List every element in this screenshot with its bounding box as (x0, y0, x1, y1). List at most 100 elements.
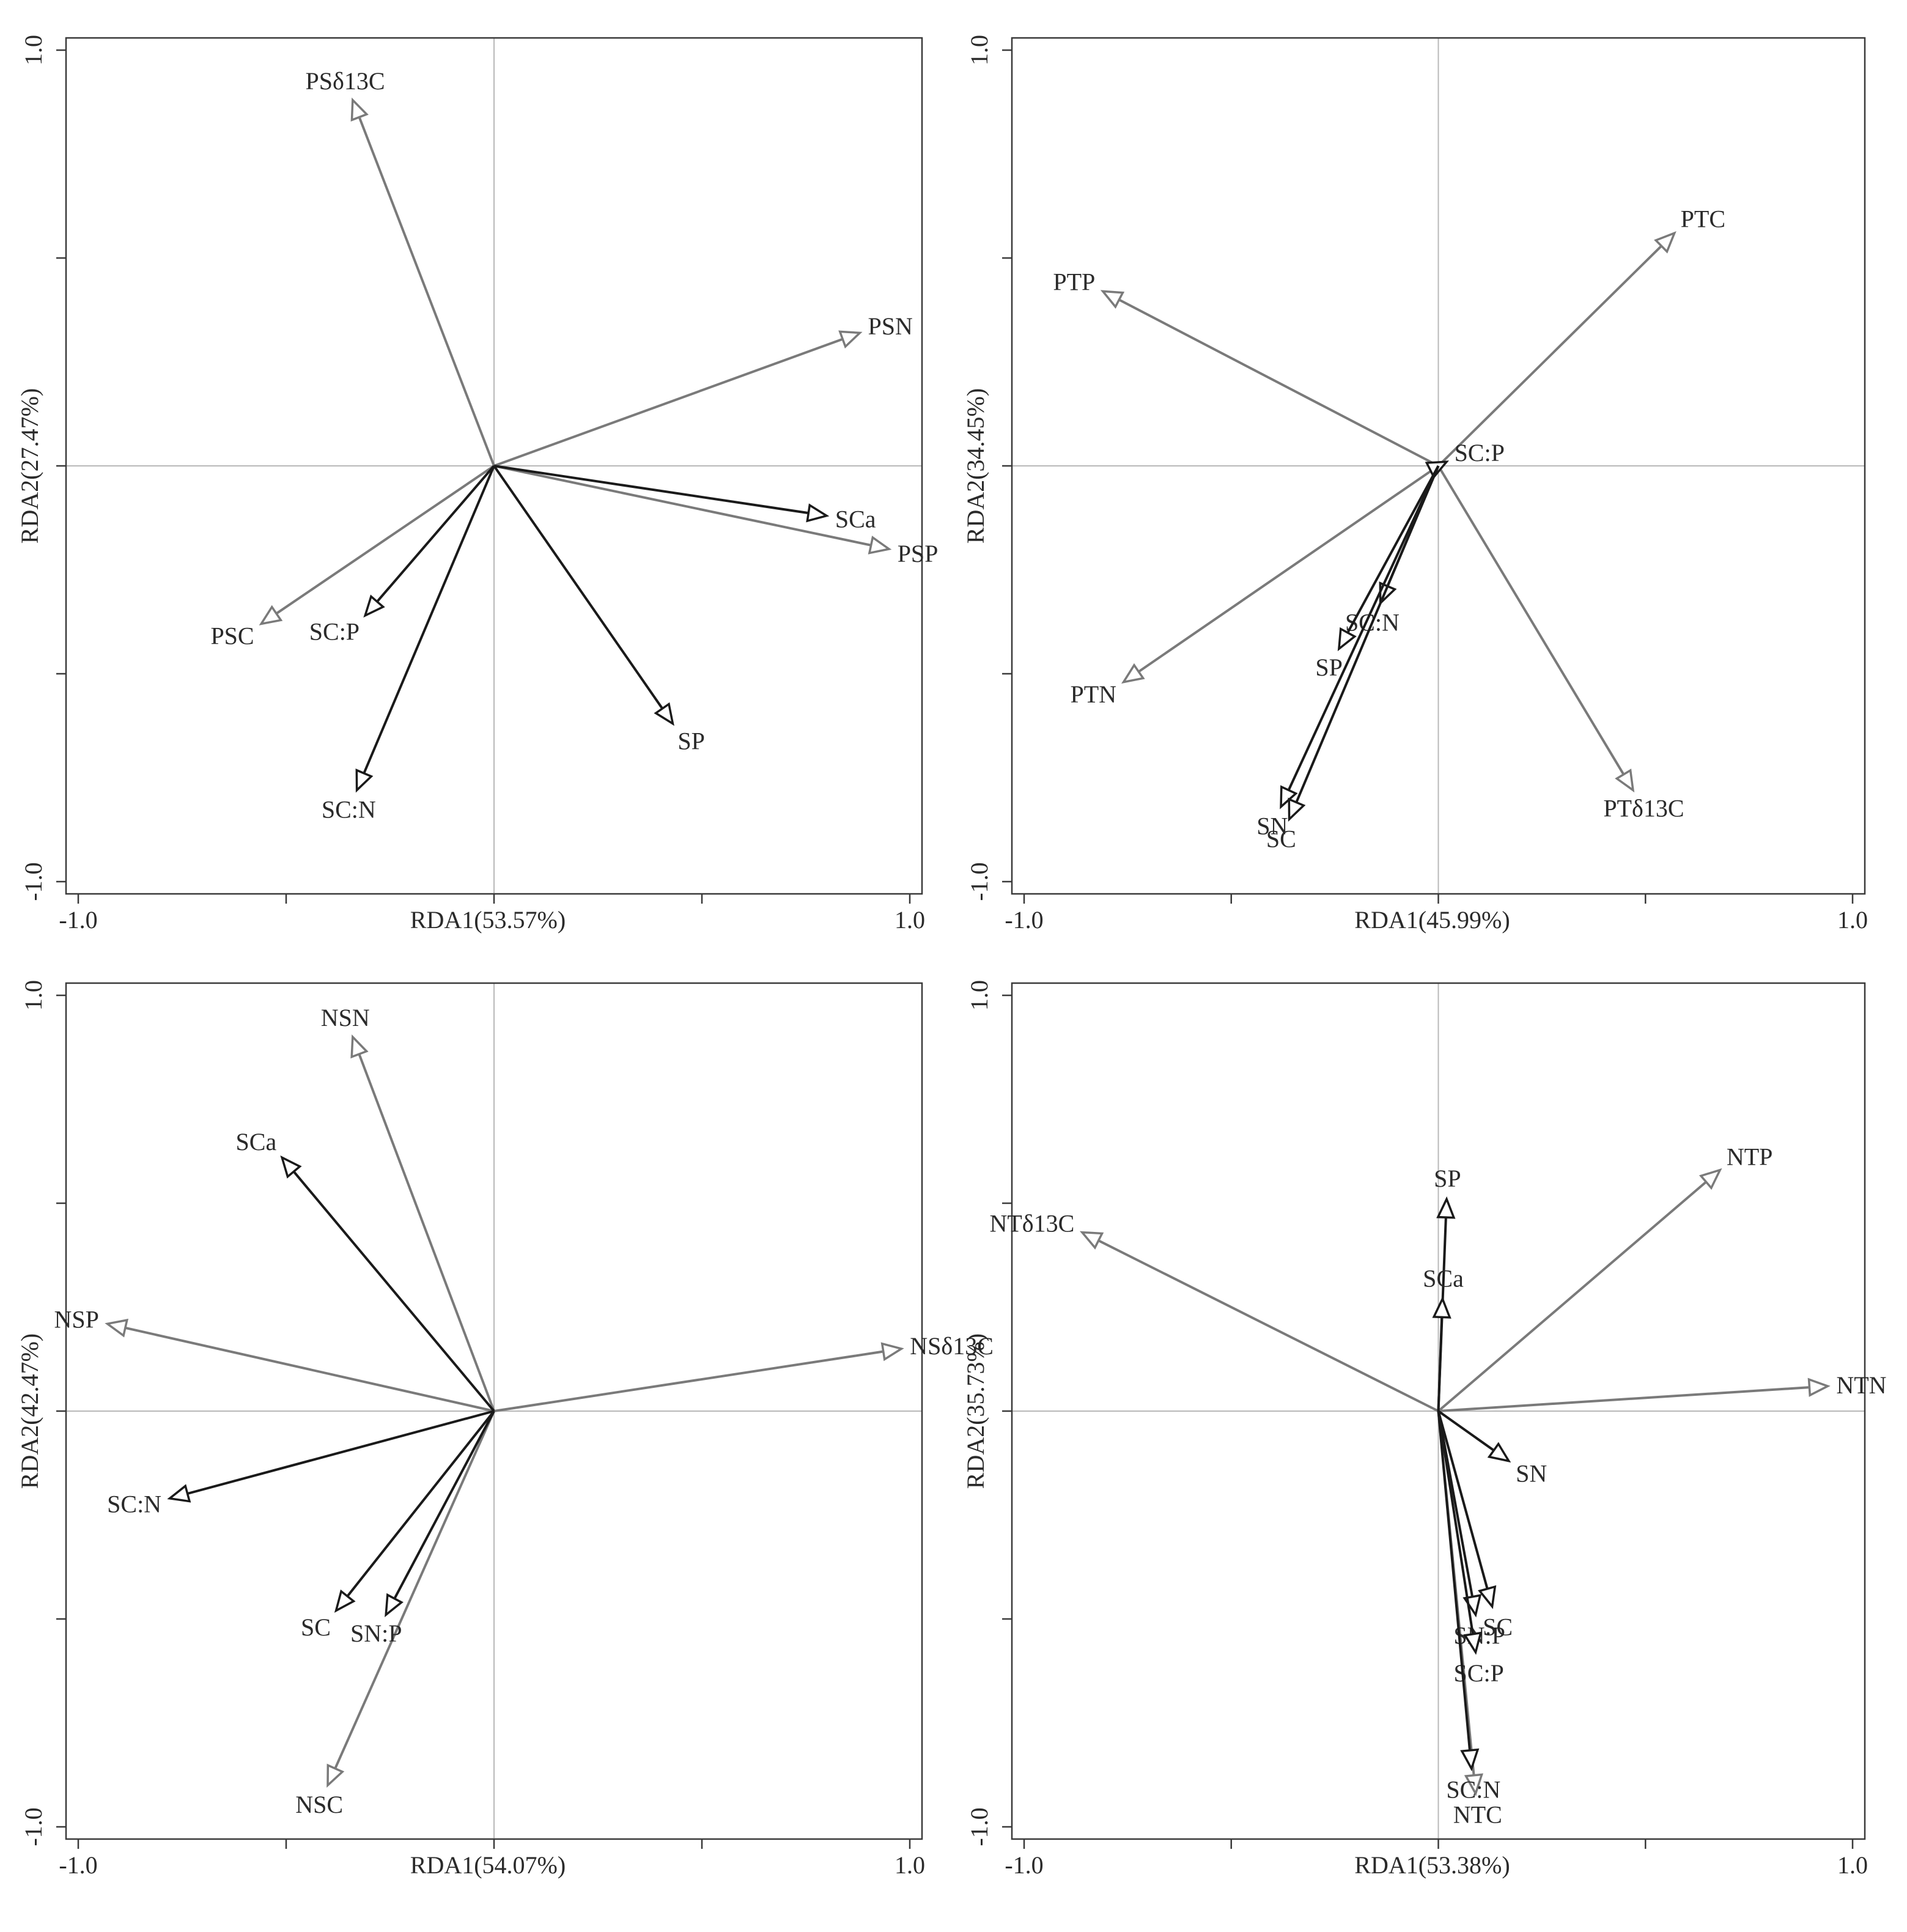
vector-label: NTN (1836, 1371, 1886, 1399)
vector-label: SCa (236, 1128, 277, 1156)
vector-line (493, 1350, 884, 1412)
vector-line (1346, 465, 1440, 633)
vector-label: SP (677, 728, 705, 755)
vector-line (363, 465, 495, 774)
y-tick-label-min: -1.0 (965, 862, 993, 901)
vector-explanatory: SC (1437, 1410, 1513, 1640)
vector-label: NSN (321, 1004, 370, 1031)
vector-line (1437, 1181, 1707, 1412)
arrowhead-icon (1807, 1377, 1831, 1397)
panel-bottom-right: RDA1(53.38%) RDA2(35.73%) -1.0 1.0 -1.0 … (962, 980, 1887, 1879)
x-axis-label: RDA1(54.07%) (410, 1851, 566, 1879)
vector-label: NSδ13C (910, 1332, 994, 1360)
arrowhead-icon (1288, 797, 1306, 822)
vector-explanatory: SP (493, 465, 705, 755)
vector-line (1437, 465, 1625, 775)
panel-top-right: RDA1(45.99%) RDA2(34.45%) -1.0 1.0 -1.0 … (962, 35, 1868, 934)
vector-line (393, 1410, 495, 1599)
vector-line (1438, 1386, 1810, 1412)
arrowhead-icon (167, 1484, 191, 1503)
vector-line (493, 465, 872, 547)
x-tick-label-max: 1.0 (894, 906, 925, 934)
vector-label: NTP (1727, 1143, 1773, 1170)
vector-explanatory: SC:P (309, 465, 495, 646)
x-tick-label-max: 1.0 (1837, 1851, 1868, 1879)
vector-label: NSC (295, 1791, 343, 1818)
y-axis-label: RDA2(34.45%) (962, 388, 989, 544)
arrowhead-icon (1337, 627, 1357, 652)
vector-label: SP (1434, 1165, 1461, 1192)
x-tick-label-max: 1.0 (1837, 906, 1868, 934)
arrowhead-icon (1432, 1296, 1451, 1319)
vector-explanatory: SP (1315, 465, 1440, 681)
vector-response: NSC (295, 1410, 495, 1818)
arrowhead-icon (838, 330, 863, 348)
vector-label: NSP (54, 1306, 99, 1333)
vector-explanatory: SN (1256, 465, 1440, 839)
vector-response: NTδ13C (989, 1209, 1439, 1412)
y-tick-label-min: -1.0 (20, 862, 47, 901)
arrowhead-icon (1079, 1231, 1104, 1250)
vectors: PSδ13C PSN PSP PSC SCa SC:P SC:N SP (210, 67, 938, 824)
arrowhead-icon (280, 1155, 302, 1179)
vector-line (334, 1410, 495, 1769)
x-tick-label-min: -1.0 (59, 906, 97, 934)
vector-label: SC (301, 1613, 331, 1641)
y-tick-label-max: 1.0 (20, 980, 47, 1011)
vector-explanatory: SC (301, 1410, 495, 1641)
vector-label: SCa (1423, 1264, 1464, 1292)
arrowhead-icon (363, 594, 385, 618)
vector-label: PSN (868, 312, 913, 340)
arrowhead-icon (105, 1318, 129, 1338)
vector-line (1437, 1410, 1495, 1451)
vector-explanatory: SC:N (107, 1410, 495, 1518)
vector-response: NSδ13C (493, 1332, 994, 1412)
vector-line (125, 1326, 495, 1412)
vectors: NSN NSP NSδ13C NSC SCa SC:N SC SN:P (54, 1004, 994, 1818)
vector-line (187, 1410, 495, 1495)
arrowhead-icon (259, 605, 283, 625)
vectors: NTδ13CNTPNTNNTCSPSCaSNSCSN:PSC:PSC:N (989, 1143, 1886, 1828)
vector-explanatory: SN (1437, 1410, 1547, 1487)
vector-label: SC:N (107, 1491, 161, 1518)
arrowhead-icon (355, 769, 374, 793)
vector-label: PSP (898, 540, 939, 567)
y-axis-label: RDA2(35.73%) (962, 1333, 989, 1489)
vector-label: SN (1256, 812, 1288, 839)
vector-line (1437, 1410, 1471, 1751)
vector-line (376, 465, 495, 603)
vector-response: PTP (1053, 268, 1439, 467)
x-axis-label: RDA1(45.99%) (1354, 906, 1510, 934)
vector-line (358, 1053, 495, 1412)
vector-response: PTC (1437, 205, 1725, 467)
vector-label: SN:P (350, 1620, 402, 1647)
vector-label: NTδ13C (989, 1209, 1074, 1237)
vector-label: SC (1483, 1613, 1513, 1640)
arrowhead-icon (1487, 1442, 1511, 1463)
vector-response: PSδ13C (306, 67, 495, 466)
x-axis-label: RDA1(53.38%) (1354, 1851, 1510, 1879)
arrowhead-icon (1654, 231, 1676, 254)
vector-label: SC:P (1455, 439, 1505, 466)
arrowhead-icon (868, 536, 892, 555)
vector-line (1287, 465, 1440, 791)
vector-explanatory: SCa (493, 465, 876, 533)
vector-line (292, 1170, 495, 1412)
arrowhead-icon (1460, 1748, 1480, 1772)
vector-line (346, 1410, 495, 1598)
vector-label: SP (1315, 654, 1343, 681)
arrowhead-icon (1615, 769, 1635, 793)
arrowhead-icon (1478, 1585, 1497, 1609)
y-axis-label: RDA2(42.47%) (16, 1333, 43, 1489)
arrowhead-icon (385, 1593, 404, 1618)
vector-label: SC:N (322, 796, 376, 824)
vector-line (1138, 465, 1439, 673)
vector-response: PTN (1070, 465, 1439, 708)
vector-line (275, 465, 495, 615)
arrowhead-icon (1463, 1631, 1483, 1655)
x-tick-label-max: 1.0 (894, 1851, 925, 1879)
vector-label: PTN (1070, 680, 1116, 708)
vector-response: PSN (493, 312, 913, 467)
arrowhead-icon (350, 97, 369, 122)
